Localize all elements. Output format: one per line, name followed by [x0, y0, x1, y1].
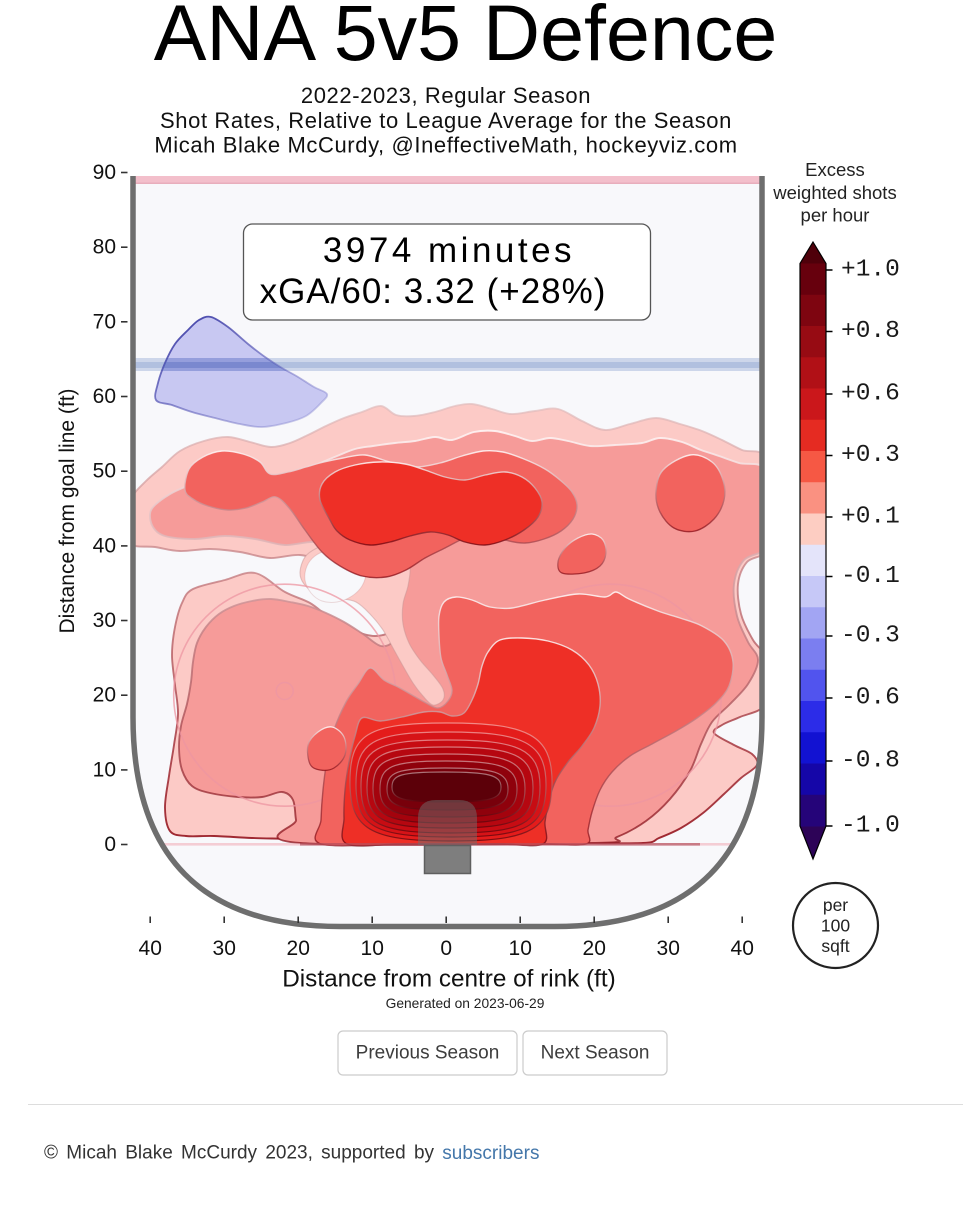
svg-text:40: 40: [731, 937, 754, 960]
svg-text:20: 20: [583, 937, 606, 960]
svg-text:Shot Rates, Relative to League: Shot Rates, Relative to League Average f…: [160, 108, 732, 133]
svg-text:-0.1: -0.1: [841, 563, 900, 590]
svg-text:Previous Season: Previous Season: [356, 1043, 500, 1064]
svg-text:0: 0: [104, 833, 116, 856]
svg-text:3974 minutes: 3974 minutes: [323, 231, 575, 270]
svg-text:per hour: per hour: [801, 205, 870, 226]
svg-text:30: 30: [657, 937, 680, 960]
svg-text:10: 10: [509, 937, 532, 960]
svg-text:2022-2023, Regular Season: 2022-2023, Regular Season: [301, 83, 591, 108]
svg-text:30: 30: [213, 937, 236, 960]
svg-text:per: per: [823, 895, 848, 915]
svg-text:20: 20: [93, 684, 116, 707]
svg-text:© Micah Blake McCurdy 2023, su: © Micah Blake McCurdy 2023, supported by…: [44, 1143, 539, 1164]
svg-text:Distance from goal line (ft): Distance from goal line (ft): [56, 388, 79, 633]
svg-text:xGA/60: 3.32 (+28%): xGA/60: 3.32 (+28%): [260, 272, 607, 311]
svg-text:+0.3: +0.3: [841, 442, 900, 469]
svg-text:30: 30: [93, 609, 116, 632]
svg-text:Generated on 2023-06-29: Generated on 2023-06-29: [386, 996, 545, 1011]
svg-text:+0.6: +0.6: [841, 381, 900, 408]
svg-text:50: 50: [93, 460, 116, 483]
svg-text:Next Season: Next Season: [541, 1043, 650, 1064]
svg-text:90: 90: [93, 161, 116, 184]
svg-text:10: 10: [93, 758, 116, 781]
svg-text:sqft: sqft: [821, 936, 849, 956]
svg-text:Excess: Excess: [805, 159, 865, 180]
svg-text:40: 40: [93, 534, 116, 557]
svg-text:20: 20: [287, 937, 310, 960]
svg-text:0: 0: [440, 937, 452, 960]
svg-text:70: 70: [93, 310, 116, 333]
svg-text:+0.1: +0.1: [841, 504, 900, 531]
svg-text:40: 40: [139, 937, 162, 960]
svg-text:-0.3: -0.3: [841, 623, 900, 650]
svg-text:ANA 5v5 Defence: ANA 5v5 Defence: [154, 0, 778, 77]
svg-text:100: 100: [821, 916, 850, 936]
svg-text:+0.8: +0.8: [841, 318, 900, 345]
svg-text:-0.8: -0.8: [841, 748, 900, 775]
svg-text:weighted shots: weighted shots: [772, 182, 896, 203]
svg-text:+1.0: +1.0: [841, 257, 900, 284]
svg-text:80: 80: [93, 236, 116, 259]
svg-text:-0.6: -0.6: [841, 685, 900, 712]
svg-text:-1.0: -1.0: [841, 813, 900, 840]
svg-text:10: 10: [361, 937, 384, 960]
svg-text:Distance from centre of rink (: Distance from centre of rink (ft): [282, 966, 616, 993]
svg-text:Micah Blake McCurdy, @Ineffect: Micah Blake McCurdy, @IneffectiveMath, h…: [154, 133, 737, 158]
svg-text:60: 60: [93, 385, 116, 408]
